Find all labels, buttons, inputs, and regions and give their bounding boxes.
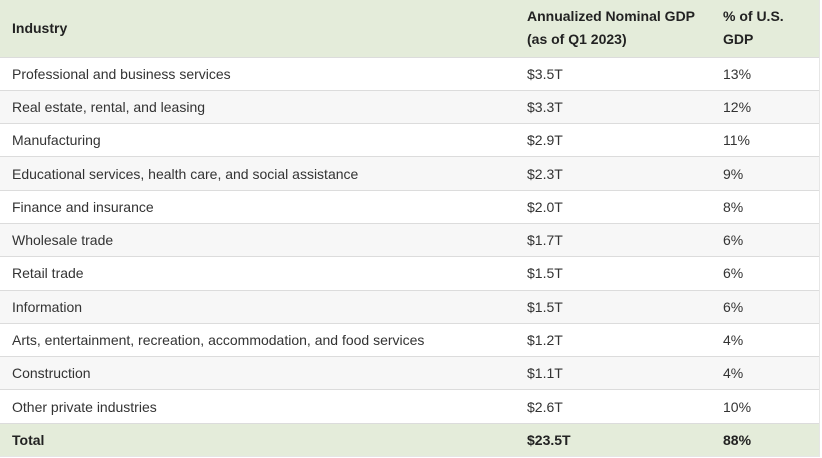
cell-gdp: $2.0T (527, 198, 563, 215)
header-pct: % of U.S. GDP (712, 0, 819, 57)
cell-pct: 4% (723, 365, 744, 382)
table-row: Real estate, rental, and leasing $3.3T 1… (0, 90, 819, 124)
header-pct-line1: % of U.S. (723, 8, 784, 25)
header-gdp-line1: Annualized Nominal GDP (527, 8, 696, 25)
cell-pct: 10% (723, 398, 752, 415)
cell-gdp: $2.9T (527, 132, 563, 149)
cell-pct: 4% (723, 332, 744, 349)
cell-gdp: $1.5T (527, 265, 563, 282)
cell-industry: Manufacturing (12, 132, 101, 149)
cell-industry: Information (12, 298, 83, 315)
header-row: Industry Annualized Nominal GDP (as of Q… (0, 0, 819, 57)
total-pct: 88% (723, 432, 752, 449)
table-row: Finance and insurance $2.0T 8% (0, 190, 819, 224)
header-pct-line2: GDP (723, 31, 754, 48)
table-body: Professional and business services $3.5T… (0, 57, 819, 424)
cell-gdp: $2.3T (527, 165, 563, 182)
header-industry-label: Industry (12, 19, 68, 36)
table-row: Construction $1.1T 4% (0, 356, 819, 390)
cell-gdp: $1.1T (527, 365, 563, 382)
table-header: Industry Annualized Nominal GDP (as of Q… (0, 0, 819, 57)
header-gdp-line2: (as of Q1 2023) (527, 31, 627, 48)
table-footer: Total $23.5T 88% (0, 423, 819, 456)
cell-gdp: $3.5T (527, 65, 563, 82)
table-row: Professional and business services $3.5T… (0, 57, 819, 91)
cell-pct: 6% (723, 232, 744, 249)
cell-gdp: $1.7T (527, 232, 563, 249)
cell-gdp: $1.2T (527, 332, 563, 349)
header-gdp: Annualized Nominal GDP (as of Q1 2023) (516, 0, 712, 57)
cell-industry: Educational services, health care, and s… (12, 165, 359, 182)
cell-pct: 8% (723, 198, 744, 215)
cell-industry: Wholesale trade (12, 232, 114, 249)
cell-industry: Retail trade (12, 265, 84, 282)
cell-industry: Arts, entertainment, recreation, accommo… (12, 332, 425, 349)
total-gdp: $23.5T (527, 432, 571, 449)
table-row: Arts, entertainment, recreation, accommo… (0, 323, 819, 357)
cell-gdp: $3.3T (527, 98, 563, 115)
cell-industry: Professional and business services (12, 65, 231, 82)
table-row: Information $1.5T 6% (0, 290, 819, 324)
cell-industry: Finance and insurance (12, 198, 154, 215)
table-row: Wholesale trade $1.7T 6% (0, 223, 819, 257)
table-row: Retail trade $1.5T 6% (0, 256, 819, 291)
cell-gdp: $2.6T (527, 398, 563, 415)
total-row: Total $23.5T 88% (0, 423, 819, 456)
cell-pct: 9% (723, 165, 744, 182)
cell-pct: 11% (723, 132, 750, 149)
table-row: Manufacturing $2.9T 11% (0, 123, 819, 157)
total-label: Total (12, 432, 45, 449)
cell-industry: Real estate, rental, and leasing (12, 98, 206, 115)
cell-pct: 6% (723, 265, 744, 282)
cell-industry: Construction (12, 365, 91, 382)
cell-gdp: $1.5T (527, 298, 563, 315)
cell-pct: 12% (723, 98, 752, 115)
cell-industry: Other private industries (12, 398, 157, 415)
table-row: Other private industries $2.6T 10% (0, 389, 819, 424)
header-industry: Industry (0, 0, 516, 57)
table-row: Educational services, health care, and s… (0, 156, 819, 191)
cell-pct: 6% (723, 298, 744, 315)
cell-pct: 13% (723, 65, 752, 82)
